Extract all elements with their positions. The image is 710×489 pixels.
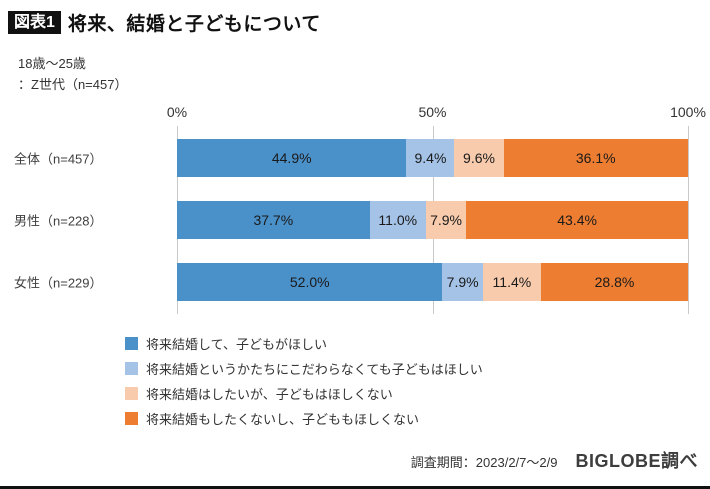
x-axis: 0% 50% 100%	[167, 102, 706, 126]
bar-segment: 44.9%	[177, 138, 407, 177]
legend-swatch	[125, 336, 138, 350]
stacked-bar: 52.0% 7.9% 11.4% 28.8%	[177, 262, 688, 301]
chart-row: 男性（n=228） 37.7% 11.0% 7.9% 43.4%	[14, 200, 688, 239]
bar-segment: 43.4%	[466, 200, 688, 239]
value-label: 36.1%	[575, 149, 616, 166]
value-label: 52.0%	[289, 273, 330, 290]
value-label: 9.4%	[414, 149, 447, 166]
chart-rows: 全体（n=457） 44.9% 9.4% 9.6% 36.1% 男性（n=228） 37.7…	[14, 125, 689, 314]
legend-item: 将来結婚して、子どもがほしい	[125, 331, 710, 356]
value-label: 11.4%	[492, 273, 532, 290]
value-label: 43.4%	[557, 211, 597, 228]
legend-label: 将来結婚はしたいが、子どもはほしくない	[146, 386, 393, 402]
axis-tick-label: 0%	[166, 103, 188, 120]
category-label: 全体（n=457）	[14, 151, 103, 167]
value-label: 11.0%	[378, 211, 418, 228]
legend-swatch	[125, 386, 138, 400]
bar-segment: 7.9%	[425, 200, 467, 239]
chart-row: 全体（n=457） 44.9% 9.4% 9.6% 36.1%	[14, 138, 688, 177]
bar-segment: 28.8%	[540, 262, 688, 301]
value-label: 7.9%	[446, 273, 479, 290]
source-credit: BIGLOBE調べ	[575, 451, 698, 471]
stacked-bar: 44.9% 9.4% 9.6% 36.1%	[177, 138, 688, 177]
legend-swatch	[125, 361, 138, 375]
bar-segment: 11.4%	[482, 262, 541, 301]
title-row: 図表1 将来、結婚と子どもについて	[0, 0, 710, 36]
chart-subtitle: 18歳〜25歳 ：Z世代（n=457）	[18, 53, 710, 96]
bar-segment: 7.9%	[442, 262, 483, 301]
subtitle-line1: 18歳〜25歳	[18, 56, 86, 71]
legend-label: 将来結婚というかたちにこだわらなくても子どもはほしい	[146, 361, 483, 377]
legend-item: 将来結婚というかたちにこだわらなくても子どもはほしい	[125, 356, 710, 381]
value-label: 37.7%	[253, 211, 294, 228]
gridline	[688, 125, 689, 314]
value-label: 9.6%	[463, 149, 495, 166]
survey-period: 調査期間：2023/2/7〜2/9	[410, 455, 558, 470]
legend-swatch	[125, 411, 138, 425]
plot-area: 全体（n=457） 44.9% 9.4% 9.6% 36.1% 男性（n=228） 37.7…	[14, 125, 689, 314]
category-label: 女性（n=229）	[14, 275, 103, 291]
axis-tick-label: 50%	[418, 103, 447, 120]
legend-label: 将来結婚もしたくないし、子どももほしくない	[146, 411, 420, 427]
legend-item: 将来結婚はしたいが、子どもはほしくない	[125, 381, 710, 406]
value-label: 44.9%	[271, 149, 312, 166]
bar-segment: 52.0%	[177, 262, 443, 301]
subtitle-line2: ：Z世代（n=457）	[18, 77, 128, 93]
chart-row: 女性（n=229） 52.0% 7.9% 11.4% 28.8%	[14, 262, 688, 301]
footer: 調査期間：2023/2/7〜2/9 BIGLOBE調べ	[411, 447, 698, 473]
bar-segment: 9.6%	[454, 138, 504, 177]
stacked-bar: 37.7% 11.0% 7.9% 43.4%	[177, 200, 688, 239]
figure-tag: 図表1	[8, 10, 61, 35]
bar-segment: 37.7%	[177, 200, 370, 239]
value-label: 7.9%	[430, 211, 462, 228]
figure-title: 将来、結婚と子どもについて	[67, 14, 321, 35]
axis-tick-label: 100%	[670, 103, 706, 120]
bar-segment: 36.1%	[503, 138, 688, 177]
legend-item: 将来結婚もしたくないし、子どももほしくない	[125, 406, 710, 431]
stacked-bar-chart: 0% 50% 100% 全体（n=457） 44.9% 9.4% 9.6% 36.1% 男性（…	[0, 102, 710, 314]
bar-segment: 9.4%	[406, 138, 455, 177]
bar-segment: 11.0%	[369, 200, 426, 239]
bottom-divider	[0, 486, 710, 489]
category-label: 男性（n=228）	[14, 213, 103, 229]
legend-label: 将来結婚して、子どもがほしい	[146, 336, 327, 352]
chart-legend: 将来結婚して、子どもがほしい将来結婚というかたちにこだわらなくても子どもはほしい…	[125, 331, 710, 431]
value-label: 28.8%	[594, 273, 635, 290]
